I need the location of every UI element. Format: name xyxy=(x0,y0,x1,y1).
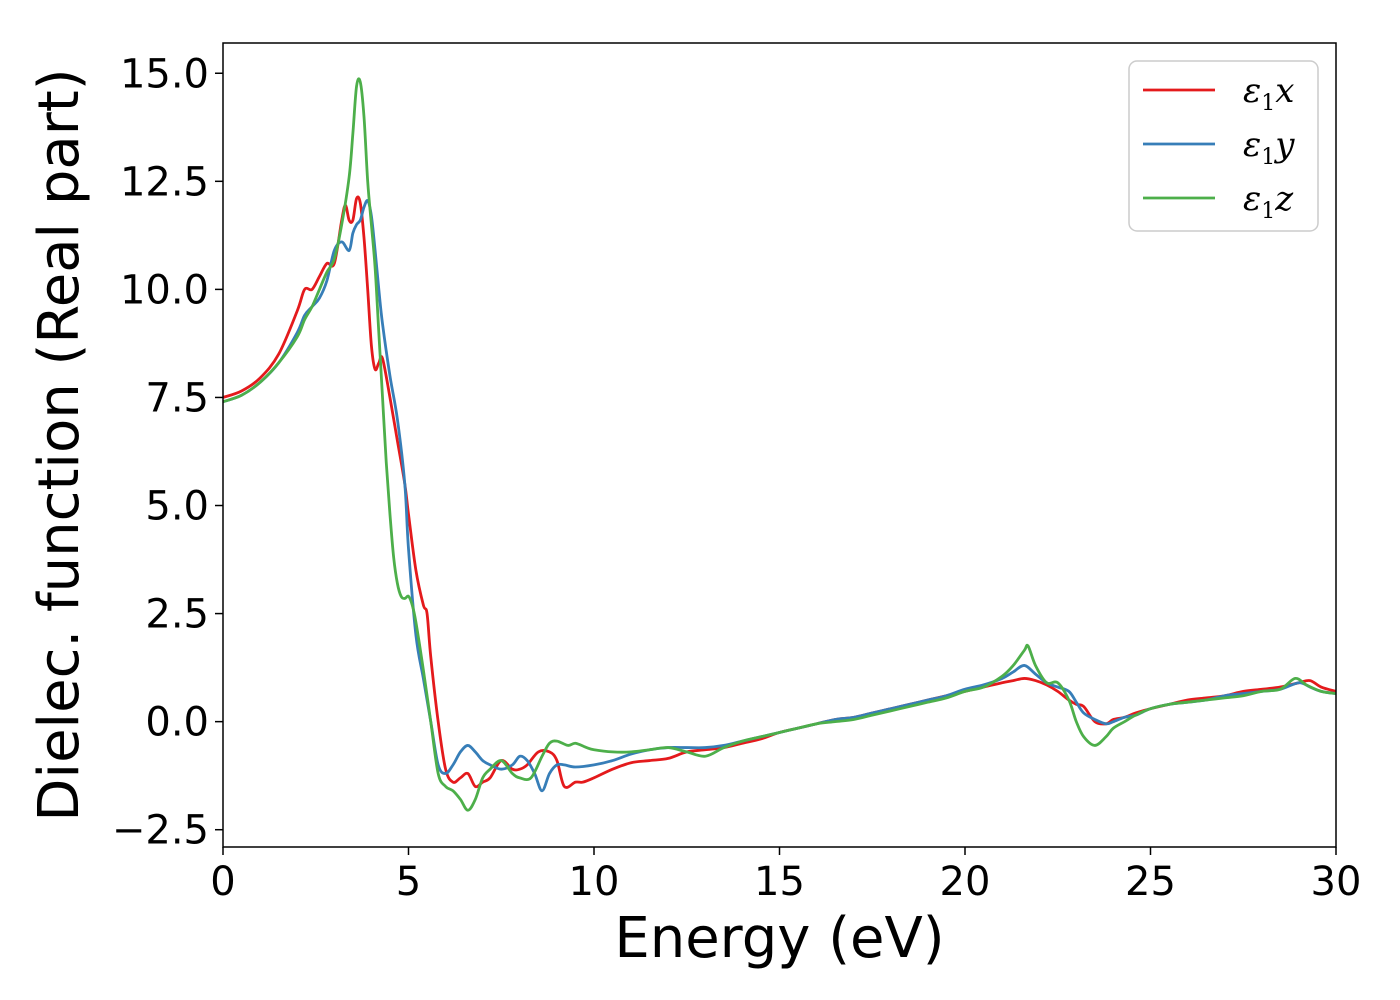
x-tick-label: 30 xyxy=(1311,859,1362,905)
y-tick-label: 10.0 xyxy=(120,267,209,313)
x-tick-label: 10 xyxy=(569,859,620,905)
x-tick-label: 25 xyxy=(1125,859,1176,905)
y-tick-label: 5.0 xyxy=(145,484,209,530)
legend: ε1x ε1y ε1z xyxy=(1128,60,1319,232)
legend-label-z: ε1z xyxy=(1243,179,1294,224)
x-axis-label: Energy (eV) xyxy=(614,906,944,971)
legend-box xyxy=(1128,60,1319,232)
series-line-z xyxy=(223,77,1336,812)
x-axis-ticks: 0 5 10 15 20 25 30 xyxy=(210,847,1361,905)
y-tick-label: 0.0 xyxy=(145,700,209,746)
x-tick-label: 5 xyxy=(396,859,421,905)
y-tick-label: 15.0 xyxy=(120,51,209,97)
y-axis-label: Dielec. function (Real part) xyxy=(27,68,92,821)
series-line-x xyxy=(223,195,1336,789)
series-layer xyxy=(223,77,1336,812)
legend-items: ε1x ε1y ε1z xyxy=(1143,71,1295,224)
x-tick-label: 20 xyxy=(940,859,991,905)
legend-label-y: ε1y xyxy=(1243,125,1295,170)
y-tick-label: 7.5 xyxy=(145,375,209,421)
legend-label-x: ε1x xyxy=(1243,71,1294,116)
x-tick-label: 0 xyxy=(210,859,235,905)
series-line-y xyxy=(223,199,1336,793)
y-axis-ticks: −2.5 0.0 2.5 5.0 7.5 10.0 12.5 15.0 xyxy=(112,51,223,854)
y-tick-label: 2.5 xyxy=(145,592,209,638)
x-tick-label: 15 xyxy=(754,859,805,905)
y-tick-label: 12.5 xyxy=(120,159,209,205)
y-tick-label: −2.5 xyxy=(112,808,209,854)
